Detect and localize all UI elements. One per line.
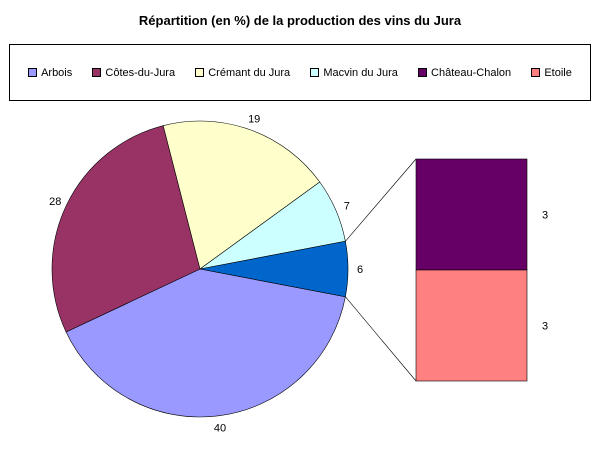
legend-item: Macvin du Jura: [310, 67, 398, 79]
legend-label: Château-Chalon: [431, 66, 512, 79]
legend-item: Côtes-du-Jura: [92, 67, 175, 79]
legend-swatch: [310, 68, 320, 77]
legend-label: Crémant du Jura: [208, 66, 291, 79]
legend: Arbois Côtes-du-Jura Crémant du Jura Macvin…: [9, 44, 591, 101]
breakout-segment: [415, 269, 528, 382]
legend-label: Etoile: [544, 66, 572, 79]
pie-slice: [65, 268, 346, 418]
pie-slice: [162, 120, 321, 270]
legend-swatch: [195, 68, 205, 77]
pie-slice: [199, 240, 349, 298]
legend-item: Château-Chalon: [418, 67, 511, 79]
connector-line: [345, 158, 417, 242]
pie-data-label: 40: [214, 423, 226, 435]
pie-data-label: 19: [248, 113, 260, 125]
legend-swatch: [92, 68, 102, 77]
legend-item: Arbois: [28, 67, 72, 79]
pie-data-label: 6: [357, 264, 363, 276]
breakout-data-label: 3: [542, 210, 548, 222]
pie-slice: [51, 125, 201, 333]
legend-swatch: [531, 68, 541, 77]
breakout-segment: [415, 158, 528, 271]
legend-swatch: [418, 68, 428, 77]
legend-item: Etoile: [531, 67, 572, 79]
pie-data-label: 28: [49, 196, 61, 208]
breakout-data-label: 3: [542, 321, 548, 333]
legend-swatch: [28, 68, 38, 77]
connector-line: [345, 296, 417, 382]
legend-item: Crémant du Jura: [195, 67, 290, 79]
legend-label: Macvin du Jura: [323, 66, 398, 79]
pie-data-label: 7: [344, 200, 350, 212]
legend-label: Arbois: [41, 66, 73, 79]
chart-title: Répartition (en %) de la production des …: [138, 13, 462, 28]
legend-label: Côtes-du-Jura: [105, 66, 176, 79]
